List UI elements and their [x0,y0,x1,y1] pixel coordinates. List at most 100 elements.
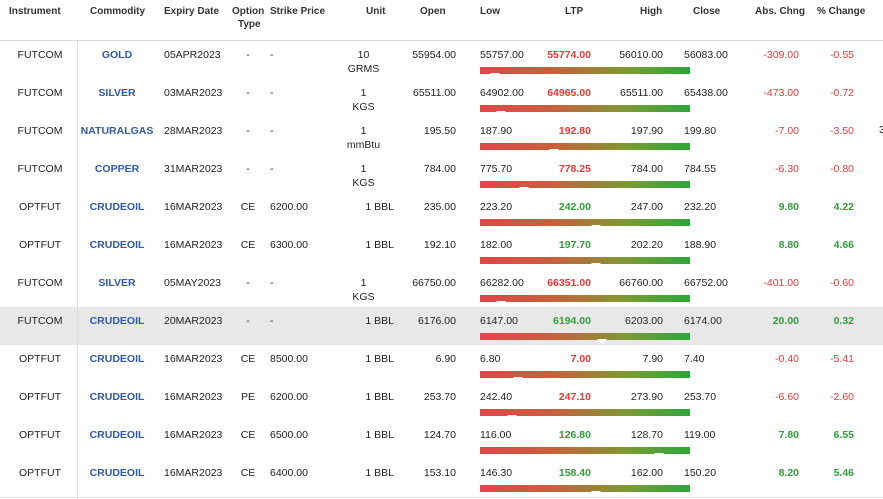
close-cell: 56083.00 [684,49,728,61]
pct-change-cell: 4.66 [833,239,854,251]
ltp-cell: 197.70 [558,239,591,251]
open-cell: 65511.00 [412,87,456,99]
open-cell: 6176.00 [418,315,456,327]
header-option-type-line2[interactable]: Type [238,19,261,30]
option-type-cell: PE [240,391,255,403]
instrument-cell: OPTFUT [19,429,61,441]
table-row[interactable]: OPTFUT CRUDEOIL 16MAR2023 CE 6500.00 1 BBL 124… [0,421,883,460]
high-cell: 197.90 [630,125,663,137]
commodity-link[interactable]: NATURALGAS [80,125,154,137]
commodity-link[interactable]: SILVER [98,277,136,289]
commodity-link[interactable]: CRUDEOIL [89,467,145,479]
table-row[interactable]: FUTCOM COPPER 31MAR2023 - - 1 KGS 784.00 775.70 7… [0,155,883,194]
day-range-bar [480,371,690,382]
expiry-cell: 28MAR2023 [164,125,223,137]
table-row[interactable]: FUTCOM SILVER 03MAR2023 - - 1 KGS 65511.00 64902… [0,79,883,118]
commodity-link[interactable]: CRUDEOIL [89,201,145,213]
abs-change-cell: -401.00 [763,277,799,289]
header-strike-price[interactable]: Strike Price [270,6,326,17]
header-commodity[interactable]: Commodity [90,6,145,17]
expiry-cell: 05APR2023 [164,49,221,61]
commodity-link[interactable]: CRUDEOIL [89,391,145,403]
ltp-position-marker-icon [590,491,601,496]
commodity-link[interactable]: CRUDEOIL [89,353,145,365]
option-type-cell: - [246,49,250,61]
header-open[interactable]: Open [420,6,446,17]
header-expiry-date[interactable]: Expiry Date [164,6,220,17]
unit-quantity-cell: 1 [360,125,367,137]
strike-price-cell: - [270,163,274,175]
unit-label-cell: KGS [352,101,375,113]
header-low[interactable]: Low [480,6,500,17]
day-range-bar [480,447,690,458]
table-row[interactable]: OPTFUT CRUDEOIL 16MAR2023 CE 6300.00 1 BBL 192… [0,231,883,270]
header-close[interactable]: Close [693,6,721,17]
commodity-link[interactable]: CRUDEOIL [89,429,145,441]
unit-label-cell: KGS [352,177,375,189]
abs-change-cell: -6.30 [775,163,799,175]
header-instrument[interactable]: Instrument [9,6,61,17]
table-row[interactable]: OPTFUT CRUDEOIL 16MAR2023 PE 6200.00 1 BBL 253… [0,383,883,422]
unit-cell: 1 BBL [365,353,394,365]
option-type-cell: - [246,163,250,175]
ltp-position-marker-icon [496,111,506,116]
close-cell: 150.20 [684,467,717,479]
commodity-link[interactable]: CRUDEOIL [89,239,145,251]
high-cell: 247.00 [630,201,663,213]
header-option-type-line1[interactable]: Option [232,6,265,17]
ltp-cell: 126.80 [558,429,591,441]
unit-cell: 1 BBL [365,239,394,251]
abs-change-cell: -473.00 [763,87,799,99]
day-range-bar [480,143,690,154]
day-range-bar [480,485,690,496]
instrument-cell: OPTFUT [19,353,61,365]
commodity-link[interactable]: GOLD [101,49,133,61]
header-abs-chng[interactable]: Abs. Chng [755,6,805,17]
commodity-link[interactable]: CRUDEOIL [89,315,145,327]
instrument-cell: OPTFUT [19,467,61,479]
low-cell: 187.90 [480,125,513,137]
ltp-cell: 6194.00 [553,315,591,327]
open-cell: 192.10 [423,239,456,251]
pct-change-cell: -2.60 [830,391,854,403]
commodity-link[interactable]: SILVER [98,87,136,99]
pct-change-cell: 5.46 [833,467,854,479]
open-cell: 6.90 [435,353,456,365]
high-cell: 128.70 [630,429,663,441]
close-cell: 7.40 [684,353,705,365]
expiry-cell: 16MAR2023 [164,429,223,441]
option-type-cell: CE [240,201,256,213]
header-pct-change[interactable]: % Change [817,6,866,17]
table-row[interactable]: FUTCOM CRUDEOIL 20MAR2023 - - 1 BBL 6176.00 614… [0,307,883,346]
unit-quantity-cell: 10 [357,49,370,61]
option-type-cell: CE [240,429,256,441]
header-ltp[interactable]: LTP [565,6,584,17]
table-row[interactable]: FUTCOM NATURALGAS 28MAR2023 - - 1 mmBtu 195.50 1… [0,117,883,156]
table-row[interactable]: OPTFUT CRUDEOIL 16MAR2023 CE 6400.00 1 BBL 153… [0,459,883,498]
table-header: Instrument Commodity Expiry Date Option … [0,0,883,41]
header-high[interactable]: High [640,6,663,17]
unit-label-cell: GRMS [347,63,380,75]
option-type-cell: CE [240,467,256,479]
overflow-cell: 3 [879,124,883,136]
header-unit[interactable]: Unit [366,6,386,17]
abs-change-cell: -6.60 [775,391,799,403]
high-cell: 65511.00 [619,87,663,99]
expiry-cell: 16MAR2023 [164,353,223,365]
ltp-cell: 778.25 [558,163,591,175]
ltp-cell: 64965.00 [547,87,591,99]
high-cell: 273.90 [630,391,663,403]
unit-cell: 1 BBL [365,391,394,403]
option-type-cell: - [246,87,250,99]
open-cell: 153.10 [423,467,456,479]
ltp-cell: 192.80 [558,125,591,137]
table-row[interactable]: FUTCOM GOLD 05APR2023 - - 10 GRMS 55954.00 55757… [0,41,883,80]
table-row[interactable]: OPTFUT CRUDEOIL 16MAR2023 CE 6200.00 1 BBL 235… [0,193,883,232]
table-row[interactable]: OPTFUT CRUDEOIL 16MAR2023 CE 8500.00 1 BBL 6.9… [0,345,883,384]
ltp-position-marker-icon [519,187,530,192]
commodity-link[interactable]: COPPER [94,163,140,175]
expiry-cell: 16MAR2023 [164,201,223,213]
pct-change-cell: -3.50 [830,125,854,137]
table-row[interactable]: FUTCOM SILVER 05MAY2023 - - 1 KGS 66750.00 66282… [0,269,883,308]
